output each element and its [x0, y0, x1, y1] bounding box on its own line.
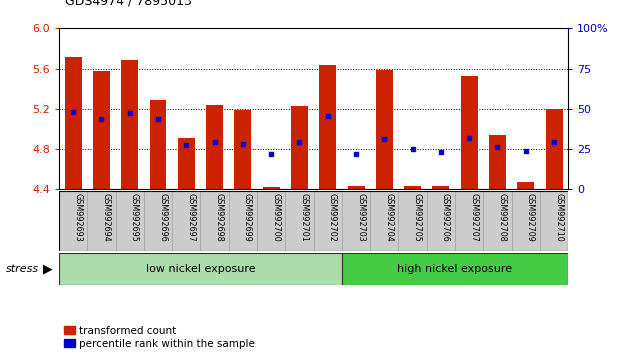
Bar	[461, 76, 478, 189]
Bar	[348, 186, 365, 189]
Bar	[234, 110, 252, 189]
Text: GSM992696: GSM992696	[158, 193, 167, 242]
Bar	[546, 109, 563, 189]
Bar	[150, 100, 166, 189]
Bar	[517, 182, 534, 189]
Text: GSM992705: GSM992705	[412, 193, 422, 242]
Bar	[116, 191, 144, 251]
Bar	[93, 70, 110, 189]
Text: GSM992704: GSM992704	[384, 193, 393, 242]
Legend: transformed count, percentile rank within the sample: transformed count, percentile rank withi…	[64, 326, 255, 349]
Bar	[404, 186, 421, 189]
Bar	[172, 191, 201, 251]
Text: GSM992693: GSM992693	[73, 193, 82, 242]
Text: GSM992710: GSM992710	[554, 193, 563, 242]
Bar	[65, 57, 81, 189]
Bar	[489, 135, 506, 189]
Bar	[229, 191, 257, 251]
Bar	[376, 70, 393, 189]
Bar	[206, 105, 223, 189]
Text: GSM992700: GSM992700	[271, 193, 280, 242]
Bar	[314, 191, 342, 251]
Bar	[59, 253, 342, 285]
Text: low nickel exposure: low nickel exposure	[146, 264, 255, 274]
Text: GSM992701: GSM992701	[299, 193, 309, 242]
Text: GSM992702: GSM992702	[328, 193, 337, 242]
Bar	[263, 187, 279, 189]
Bar	[483, 191, 512, 251]
Bar	[201, 191, 229, 251]
Text: GSM992707: GSM992707	[469, 193, 478, 242]
Bar	[399, 191, 427, 251]
Bar	[257, 191, 285, 251]
Bar	[59, 191, 88, 251]
Bar	[285, 191, 314, 251]
Bar	[319, 64, 336, 189]
Bar	[121, 59, 138, 189]
Text: GSM992699: GSM992699	[243, 193, 252, 242]
Text: GSM992695: GSM992695	[130, 193, 138, 242]
Bar	[370, 191, 399, 251]
Bar	[432, 186, 450, 189]
Bar	[455, 191, 483, 251]
Bar	[291, 106, 308, 189]
Text: stress: stress	[6, 264, 39, 274]
Bar	[540, 191, 568, 251]
Text: GSM992706: GSM992706	[441, 193, 450, 242]
Text: GSM992697: GSM992697	[186, 193, 195, 242]
Bar	[88, 191, 116, 251]
Bar	[512, 191, 540, 251]
Bar	[342, 253, 568, 285]
Text: GSM992698: GSM992698	[215, 193, 224, 242]
Text: high nickel exposure: high nickel exposure	[397, 264, 512, 274]
Bar	[144, 191, 172, 251]
Bar	[178, 138, 195, 189]
Text: GSM992703: GSM992703	[356, 193, 365, 242]
Text: ▶: ▶	[43, 263, 53, 275]
Text: GSM992709: GSM992709	[526, 193, 535, 242]
Text: GDS4974 / 7895013: GDS4974 / 7895013	[65, 0, 192, 7]
Bar	[427, 191, 455, 251]
Text: GSM992694: GSM992694	[101, 193, 111, 242]
Text: GSM992708: GSM992708	[497, 193, 507, 242]
Bar	[342, 191, 370, 251]
